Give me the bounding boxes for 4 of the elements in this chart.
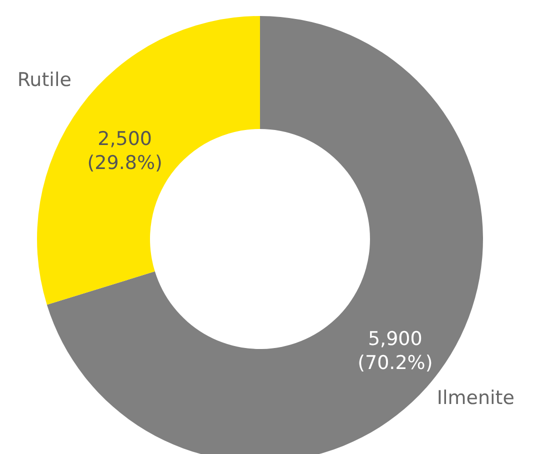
data-label: 5,900 (70.2%) <box>358 328 433 374</box>
slice-label: Ilmenite <box>436 387 514 410</box>
slice-label: Rutile <box>17 68 72 91</box>
data-label: 2,500 (29.8%) <box>87 128 162 174</box>
